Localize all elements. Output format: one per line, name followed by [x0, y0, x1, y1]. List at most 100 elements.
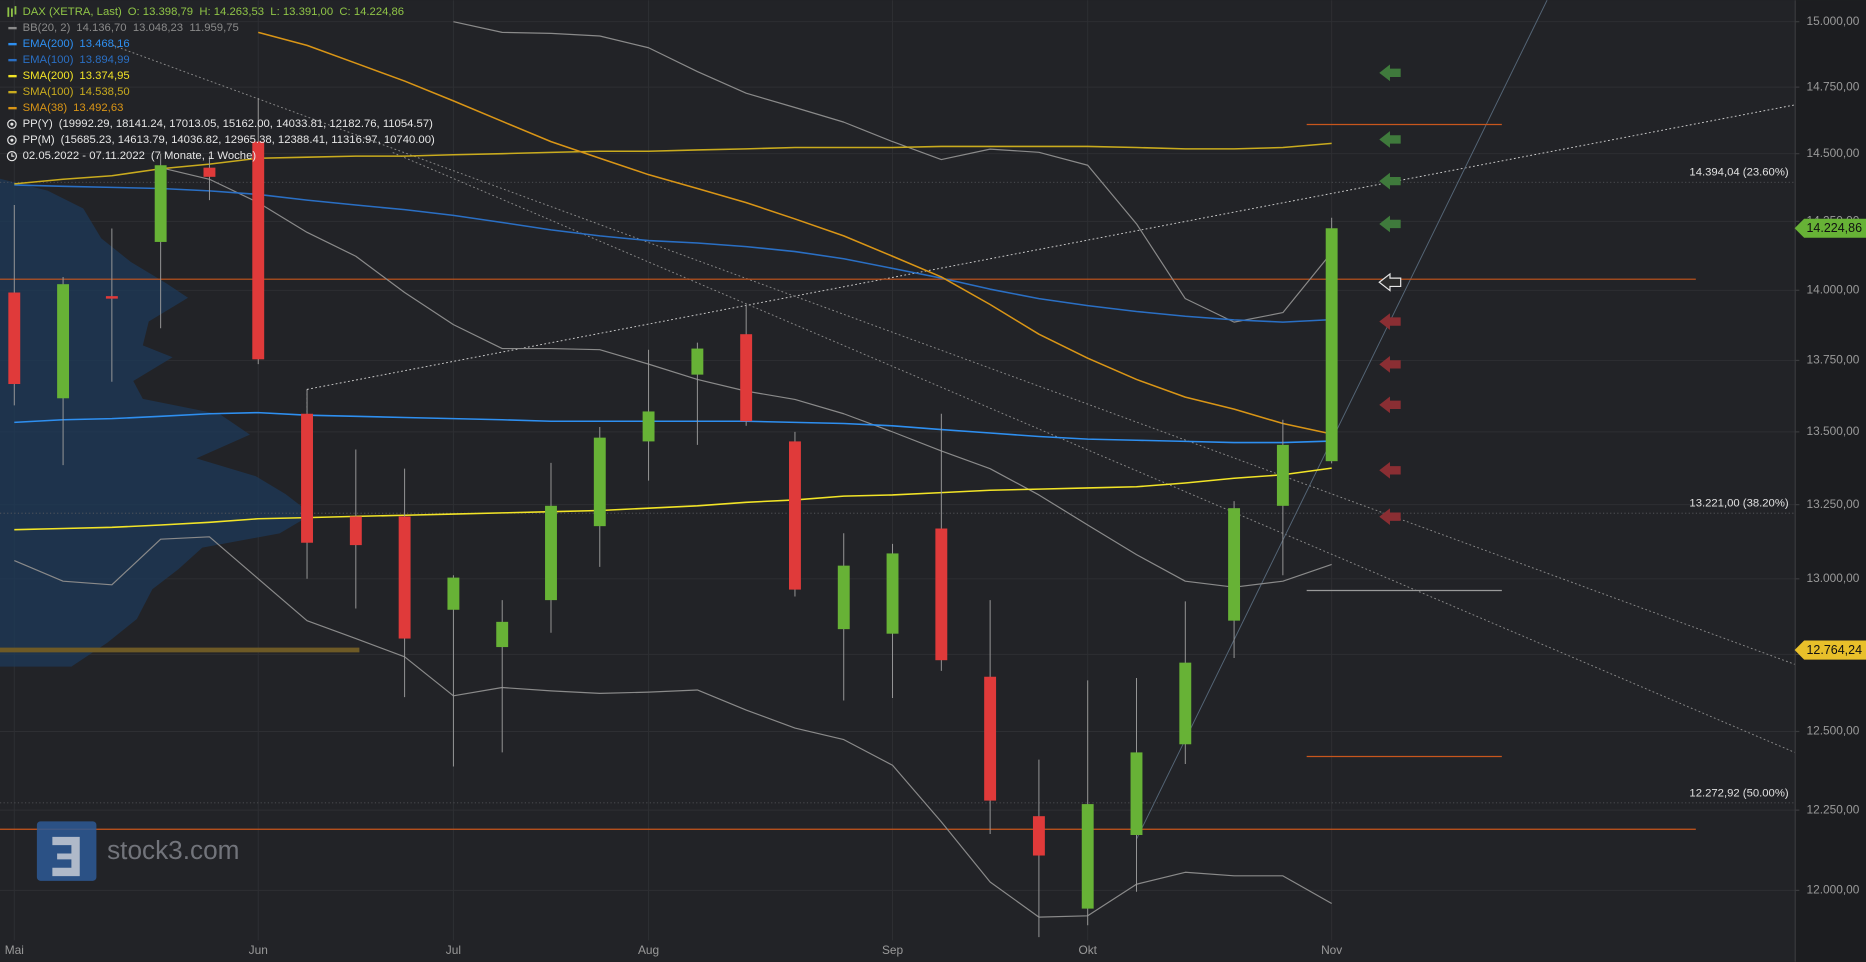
arrow — [1379, 508, 1401, 526]
arrow — [1379, 461, 1401, 479]
x-tick-label: Okt — [1078, 943, 1097, 957]
legend-icon — [7, 6, 17, 17]
x-tick-label: Nov — [1321, 943, 1342, 957]
candle-body — [886, 553, 899, 634]
candle-body — [984, 676, 997, 801]
legend-value: (15685.23, 14613.79, 14036.82, 12965.38,… — [61, 134, 435, 146]
y-tick-label: 12.000,00 — [1806, 883, 1859, 897]
legend-icon — [11, 153, 15, 157]
candle-body — [349, 516, 362, 546]
indicator-line — [14, 142, 1332, 185]
legend-value: (19992.29, 18141.24, 17013.05, 15162.00,… — [59, 118, 433, 130]
legend-value: 13.894,99 — [79, 54, 129, 66]
logo-mark — [52, 836, 80, 877]
indicator-line — [14, 411, 1332, 444]
arrow — [1379, 64, 1401, 82]
price-tag — [1794, 640, 1866, 660]
logo-box — [36, 821, 97, 881]
fib-label: 13.221,00 (38.20%) — [1689, 498, 1788, 510]
axis-background — [1794, 0, 1866, 962]
legend-name: EMA(200) — [23, 38, 74, 50]
legend-name: PP(Y) — [23, 118, 53, 130]
trendline — [306, 104, 1795, 390]
legend-icon — [7, 135, 17, 145]
legend-name: SMA(100) — [23, 86, 74, 98]
y-tick-label: 13.750,00 — [1806, 353, 1859, 367]
legend-value: 14.136,70 13.048,23 11.959,75 — [76, 22, 239, 34]
candle-body — [593, 437, 606, 527]
axes: 15.000,0014.750,0014.500,0014.250,0014.0… — [5, 14, 1860, 957]
price-tag-label: 12.764,24 — [1806, 643, 1862, 657]
y-tick-label: 14.500,00 — [1806, 146, 1859, 160]
legend-name: 02.05.2022 - 07.11.2022 — [23, 150, 145, 162]
legend-value: 13.492,63 — [73, 102, 123, 114]
candle-body — [740, 334, 753, 422]
candle-body — [837, 565, 850, 630]
watermark-text: stock3.com — [107, 835, 239, 865]
candle-body — [252, 141, 265, 360]
levels: 14.394,04 (23.60%) 13.221,00 (38.20%) 12.2… — [0, 123, 1795, 830]
y-tick-label: 15.000,00 — [1806, 14, 1859, 28]
legend-icon — [10, 122, 14, 126]
y-tick-label: 13.000,00 — [1806, 571, 1859, 585]
legend-name: SMA(38) — [23, 102, 68, 114]
y-tick-label: 13.250,00 — [1806, 497, 1859, 511]
indicator-line — [14, 467, 1332, 531]
y-tick-label: 14.000,00 — [1806, 282, 1859, 296]
y-tick-label: 12.500,00 — [1806, 724, 1859, 738]
watermark: stock3.com — [36, 821, 239, 881]
arrow — [1379, 396, 1401, 414]
candle-body — [447, 577, 460, 610]
arrow-group-up — [1379, 64, 1401, 233]
price-tags: 14.224,86 12.764,24 — [1794, 218, 1866, 660]
legend-icon — [7, 119, 17, 129]
candle-body — [154, 165, 167, 242]
legend: DAX (XETRA, Last) O: 13.398,79 H: 14.263,… — [6, 6, 435, 162]
candle-body — [642, 411, 655, 442]
candle-body — [8, 292, 21, 385]
candle-body — [1325, 228, 1338, 462]
legend-name: PP(M) — [23, 134, 55, 146]
legend-value: O: 13.398,79 H: 14.263,53 L: 13.391,00 C… — [128, 6, 404, 18]
x-tick-label: Jun — [249, 943, 268, 957]
candles — [8, 97, 1338, 938]
candle-body — [789, 441, 801, 590]
candle-body — [301, 413, 313, 543]
legend-name: DAX (XETRA, Last) — [23, 6, 122, 18]
indicator-line — [453, 21, 1333, 323]
legend-name: EMA(100) — [23, 54, 74, 66]
price-tag-label: 14.224,86 — [1806, 221, 1862, 235]
legend-name: SMA(200) — [23, 70, 74, 82]
candle-body — [398, 516, 411, 639]
candle-body — [57, 284, 70, 399]
candle-body — [105, 296, 118, 299]
candle-body — [1032, 816, 1045, 856]
candle-body — [1228, 508, 1241, 621]
candle-body — [545, 505, 557, 601]
legend-value: (7 Monate, 1 Woche) — [151, 150, 257, 162]
volume-profile — [0, 178, 312, 667]
indicator-line — [258, 31, 1332, 435]
legend-value: 14.538,50 — [79, 86, 129, 98]
candle-body — [203, 167, 216, 177]
legend-icon — [10, 138, 14, 142]
arrow — [1378, 272, 1402, 292]
arrow — [1379, 215, 1401, 233]
candle-body — [1276, 444, 1289, 506]
legend-name: BB(20, 2) — [23, 22, 71, 34]
candle-body — [1130, 752, 1143, 836]
x-tick-label: Aug — [638, 943, 659, 957]
candle-body — [1081, 804, 1094, 909]
x-tick-label: Mai — [5, 943, 24, 957]
arrow — [1379, 172, 1401, 190]
fib-label: 12.272,92 (50.00%) — [1689, 787, 1788, 799]
indicator-line — [14, 184, 1332, 323]
decorations — [0, 0, 1795, 840]
y-tick-label: 13.500,00 — [1806, 424, 1859, 438]
fib-label: 14.394,04 (23.60%) — [1689, 167, 1788, 179]
plot-background — [0, 0, 1795, 962]
x-tick-label: Sep — [882, 943, 904, 957]
trendline — [392, 152, 1795, 753]
